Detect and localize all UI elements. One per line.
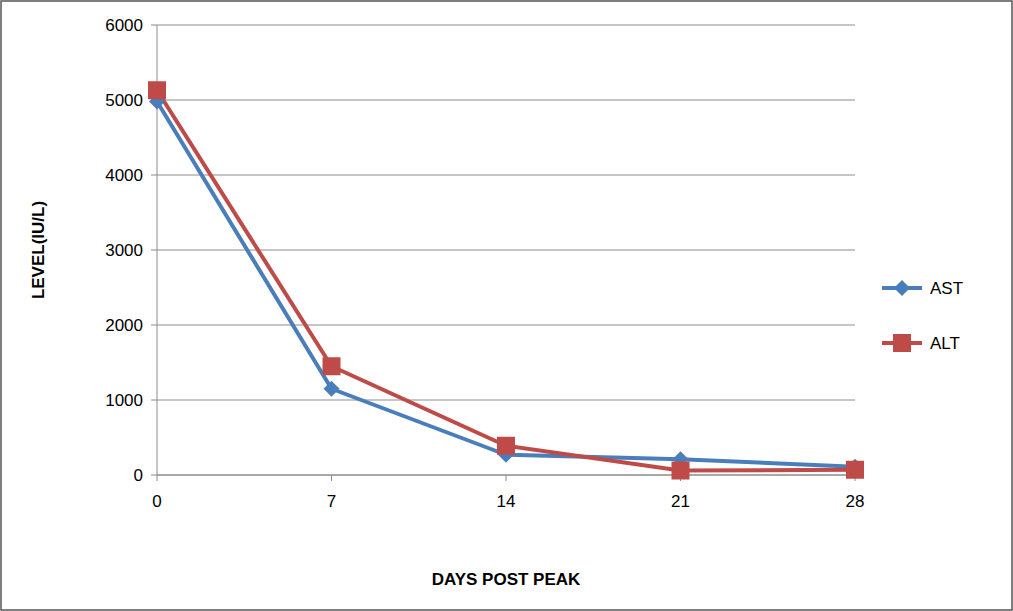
y-tick [151, 175, 157, 176]
series-line [157, 102, 855, 467]
grid-line [157, 100, 855, 101]
legend-label: AST [930, 279, 963, 298]
point [497, 437, 515, 455]
x-tick-label: 0 [152, 492, 161, 511]
point [148, 81, 166, 99]
y-tick-label: 4000 [105, 166, 143, 185]
y-tick-label: 1000 [105, 391, 143, 410]
frame [1, 1, 1012, 610]
legend-label: ALT [930, 334, 960, 353]
y-tick-label: 6000 [105, 16, 143, 35]
y-axis-title: LEVEL(IU/L) [29, 201, 48, 299]
y-tick-label: 5000 [105, 91, 143, 110]
x-tick [157, 475, 158, 481]
grid-line [157, 175, 855, 176]
y-tick [151, 325, 157, 326]
x-tick-label: 7 [327, 492, 336, 511]
y-tick [151, 475, 157, 476]
legend-marker [894, 280, 910, 296]
chart: 0 1000 2000 3000 4000 5000 6000 0 7 14 21 28 DAYS PO… [0, 0, 1013, 611]
point [846, 461, 864, 479]
x-tick [331, 475, 332, 481]
series-line [157, 90, 855, 470]
x-tick-label: 21 [671, 492, 690, 511]
y-tick-label: 2000 [105, 316, 143, 335]
y-tick-label: 3000 [105, 241, 143, 260]
point [672, 462, 690, 480]
x-tick-label: 28 [846, 492, 865, 511]
x-tick-label: 14 [497, 492, 516, 511]
plot-area [148, 81, 864, 479]
y-tick [151, 25, 157, 26]
point [323, 357, 341, 375]
y-tick [151, 400, 157, 401]
x-tick [506, 475, 507, 481]
grid-line [157, 325, 855, 326]
grid-line [157, 25, 855, 26]
grid-line [157, 250, 855, 251]
y-tick [151, 250, 157, 251]
point [324, 381, 340, 397]
x-axis-title: DAYS POST PEAK [432, 570, 581, 589]
legend-marker [893, 334, 911, 352]
y-tick-label: 0 [134, 466, 143, 485]
grid-line [157, 400, 855, 401]
